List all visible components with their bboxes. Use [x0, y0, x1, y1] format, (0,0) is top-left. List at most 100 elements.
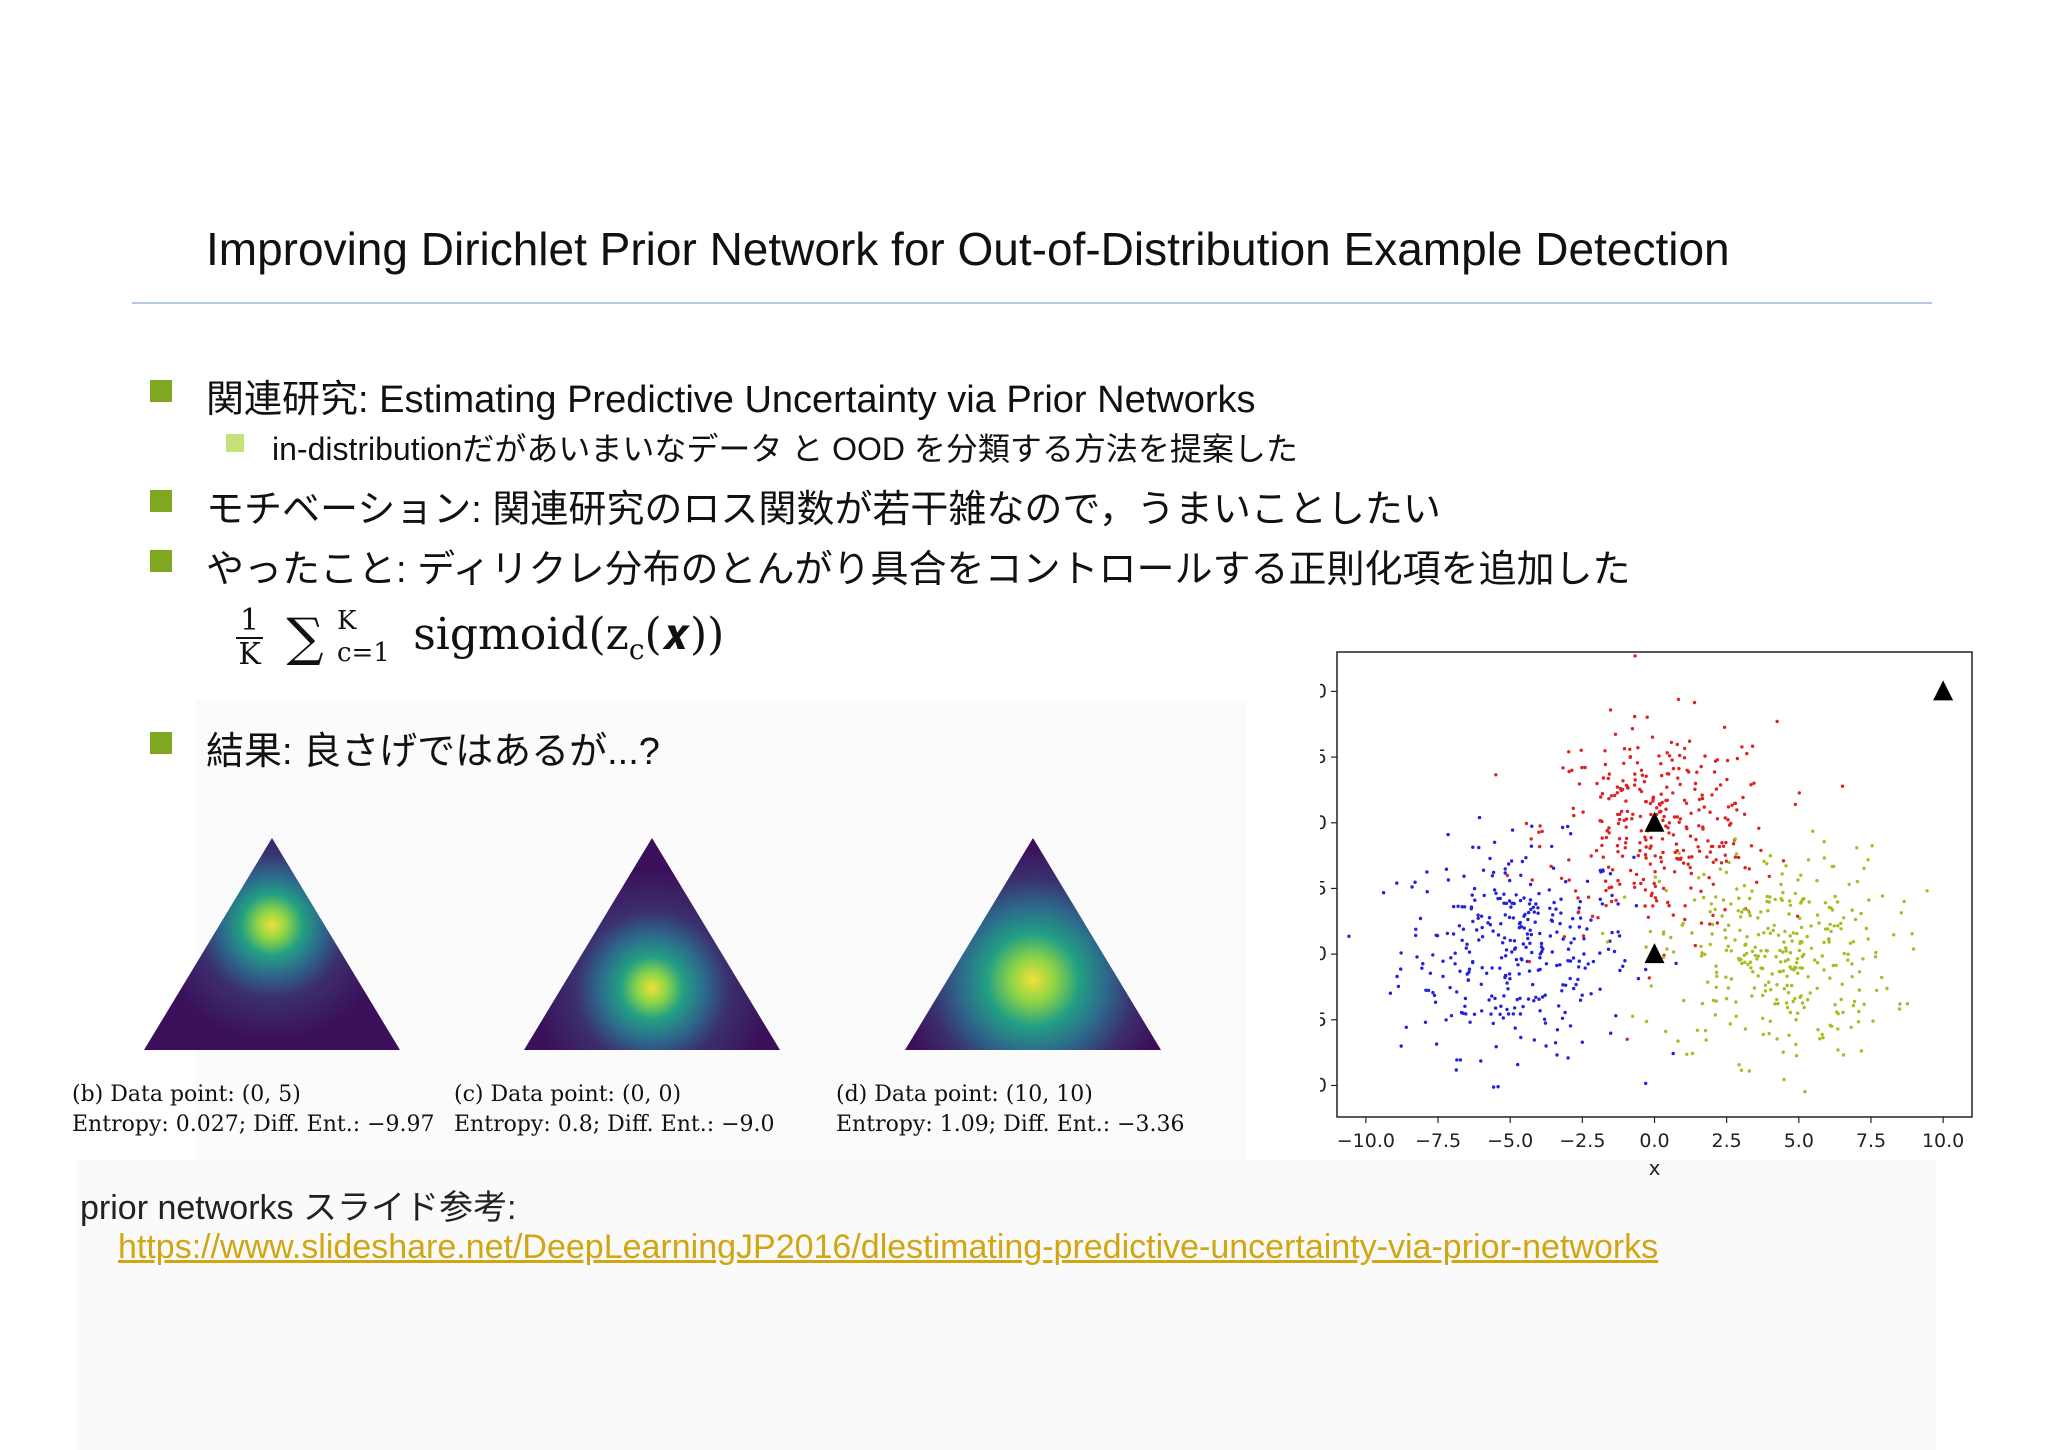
- scatter-point-series-1: [1650, 735, 1655, 739]
- scatter-point-series-0: [1464, 1012, 1468, 1016]
- scatter-point-series-2: [1791, 999, 1795, 1004]
- scatter-point-series-1: [1723, 853, 1727, 857]
- scatter-point-series-1: [1660, 800, 1664, 805]
- scatter-point-series-0: [1598, 897, 1602, 901]
- scatter-point-series-1: [1589, 854, 1593, 858]
- scatter-point-series-2: [1771, 928, 1775, 933]
- scatter-point-series-2: [1831, 963, 1835, 968]
- bullet-square-icon: [150, 490, 172, 512]
- scatter-point-series-1: [1797, 791, 1801, 795]
- y-tick-label: −5.0: [1320, 1074, 1327, 1096]
- bullet-motivation: モチベーション: 関連研究のロス関数が若干雑なので，うまいことしたい: [150, 478, 1441, 533]
- scatter-point-series-1: [1742, 812, 1747, 816]
- scatter-point-series-1: [1601, 776, 1606, 780]
- scatter-point-series-0: [1606, 947, 1611, 951]
- scatter-point-series-1: [1682, 756, 1687, 760]
- scatter-point-series-0: [1568, 925, 1572, 929]
- scatter-point-series-0: [1507, 915, 1512, 920]
- scatter-point-series-0: [1503, 973, 1508, 978]
- scatter-point-series-0: [1538, 967, 1542, 972]
- scatter-point-series-1: [1613, 732, 1618, 736]
- scatter-point-series-2: [1836, 1027, 1840, 1031]
- scatter-point-series-1: [1606, 776, 1610, 781]
- scatter-point-series-2: [1752, 986, 1757, 990]
- scatter-point-series-1: [1700, 796, 1705, 801]
- scatter-point-series-0: [1502, 892, 1506, 896]
- scatter-point-series-1: [1681, 861, 1686, 865]
- scatter-point-series-2: [1799, 873, 1803, 877]
- scatter-point-series-0: [1526, 910, 1531, 915]
- scatter-point-series-2: [1802, 1005, 1806, 1010]
- scatter-point-series-1: [1741, 795, 1745, 800]
- scatter-point-series-2: [1806, 858, 1811, 862]
- scatter-point-series-2: [1828, 976, 1832, 980]
- scatter-point-series-1: [1610, 868, 1615, 872]
- scatter-point-series-0: [1519, 957, 1523, 961]
- scatter-point-series-1: [1580, 765, 1584, 770]
- scatter-point-series-2: [1826, 927, 1830, 931]
- scatter-point-series-2: [1784, 949, 1788, 953]
- scatter-point-series-1: [1647, 976, 1651, 980]
- scatter-point-series-2: [1874, 988, 1879, 992]
- scatter-point-series-2: [1664, 1029, 1668, 1034]
- scatter-point-series-1: [1718, 783, 1723, 787]
- scatter-point-series-2: [1859, 1049, 1864, 1053]
- scatter-point-series-1: [1618, 812, 1622, 816]
- scatter-point-series-2: [1892, 933, 1896, 937]
- scatter-point-series-1: [1633, 778, 1637, 782]
- scatter-point-series-1: [1675, 815, 1679, 819]
- ood-marker-1: [1644, 943, 1665, 964]
- scatter-point-series-2: [1746, 962, 1750, 967]
- x-tick-label: −10.0: [1337, 1130, 1395, 1152]
- scatter-point-series-2: [1737, 1063, 1741, 1067]
- scatter-point-series-1: [1733, 855, 1738, 859]
- scatter-point-series-0: [1381, 891, 1386, 895]
- scatter-point-series-2: [1721, 898, 1726, 902]
- scatter-point-series-1: [1594, 848, 1599, 853]
- scatter-point-series-1: [1646, 915, 1651, 919]
- scatter-point-series-1: [1644, 800, 1648, 804]
- scatter-point-series-0: [1446, 878, 1451, 882]
- scatter-point-series-2: [1708, 910, 1712, 914]
- scatter-point-series-0: [1476, 916, 1480, 920]
- scatter-point-series-0: [1585, 879, 1590, 883]
- scatter-point-series-0: [1528, 928, 1532, 932]
- scatter-point-series-0: [1455, 990, 1459, 994]
- scatter-point-series-1: [1622, 761, 1626, 765]
- scatter-point-series-1: [1767, 874, 1771, 879]
- scatter-point-series-2: [1748, 913, 1752, 918]
- scatter-point-series-1: [1636, 746, 1640, 750]
- scatter-point-series-0: [1444, 867, 1449, 871]
- scatter-point-series-0: [1553, 1041, 1558, 1045]
- scatter-point-series-1: [1607, 797, 1611, 801]
- scatter-point-series-2: [1840, 982, 1844, 986]
- scatter-point-series-1: [1697, 808, 1701, 812]
- scatter-point-series-0: [1532, 1038, 1536, 1042]
- scatter-point-series-0: [1488, 923, 1493, 927]
- scatter-point-series-0: [1568, 976, 1572, 981]
- scatter-point-series-1: [1572, 813, 1576, 818]
- scatter-point-series-1: [1678, 857, 1683, 861]
- scatter-point-series-0: [1538, 931, 1542, 936]
- scatter-point-series-1: [1583, 765, 1587, 770]
- scatter-point-series-2: [1692, 898, 1697, 902]
- scatter-point-series-0: [1577, 906, 1581, 910]
- scatter-point-series-0: [1612, 949, 1617, 954]
- scatter-point-series-1: [1622, 747, 1627, 751]
- scatter-point-series-2: [1749, 966, 1753, 970]
- scatter-point-series-2: [1709, 902, 1713, 906]
- scatter-point-series-0: [1585, 927, 1589, 931]
- scatter-point-series-0: [1621, 964, 1625, 968]
- scatter-point-series-2: [1822, 839, 1826, 844]
- scatter-point-series-0: [1610, 930, 1614, 935]
- scatter-point-series-2: [1714, 985, 1718, 989]
- scatter-point-series-0: [1561, 983, 1565, 987]
- scatter-point-series-2: [1784, 946, 1788, 950]
- scatter-point-series-0: [1582, 952, 1586, 956]
- reference-link[interactable]: https://www.slideshare.net/DeepLearningJ…: [118, 1228, 1659, 1266]
- scatter-point-series-2: [1842, 951, 1846, 956]
- scatter-point-series-0: [1598, 951, 1602, 955]
- scatter-point-series-2: [1700, 951, 1704, 955]
- scatter-point-series-1: [1652, 881, 1656, 886]
- scatter-point-series-1: [1633, 654, 1637, 658]
